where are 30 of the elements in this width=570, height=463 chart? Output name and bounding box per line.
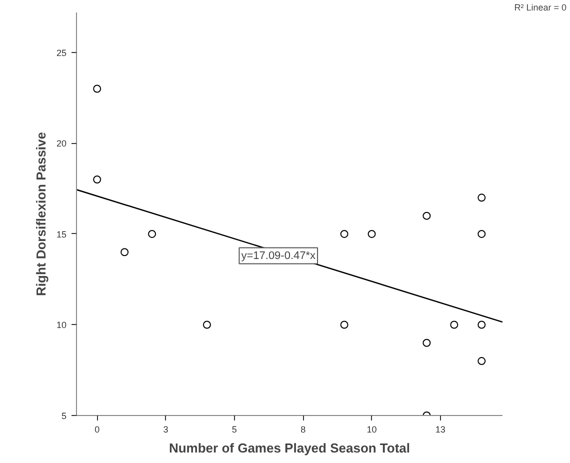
point <box>478 357 486 366</box>
x-tick-label: 3 <box>163 424 168 434</box>
x-tick-label: 13 <box>435 424 446 434</box>
point <box>368 230 376 238</box>
point <box>422 338 431 347</box>
point <box>148 230 156 238</box>
point <box>478 320 486 329</box>
text: R² Linear = 0 <box>514 2 567 12</box>
x-tick-label: 10 <box>366 424 377 434</box>
point <box>120 248 129 256</box>
y-tick-label: 10 <box>56 320 67 330</box>
y-tick-label: 5 <box>61 411 67 421</box>
point <box>93 176 102 184</box>
point <box>340 320 348 329</box>
point <box>422 212 431 220</box>
point <box>340 230 348 238</box>
annotation: y=17.09-0.47*x <box>241 250 316 262</box>
x-tick-label: 0 <box>94 424 100 434</box>
x-tick-label: 5 <box>232 424 237 434</box>
y-tick-label: 25 <box>56 48 67 58</box>
point <box>202 320 211 329</box>
y-tick-label: 20 <box>56 138 67 149</box>
x-axis-title: Number of Games Played Season Total <box>168 440 410 456</box>
point <box>478 230 486 238</box>
point <box>478 194 486 202</box>
point <box>93 84 102 93</box>
y-axis-title: Right Dorsiflexion Passive <box>33 132 48 296</box>
y-tick-label: 15 <box>56 229 67 240</box>
x-tick-label: 8 <box>300 424 306 434</box>
point <box>450 320 458 329</box>
